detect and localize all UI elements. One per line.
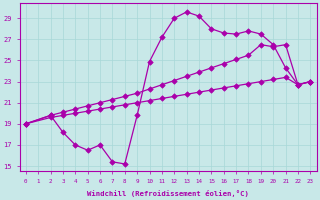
X-axis label: Windchill (Refroidissement éolien,°C): Windchill (Refroidissement éolien,°C) <box>87 190 249 197</box>
